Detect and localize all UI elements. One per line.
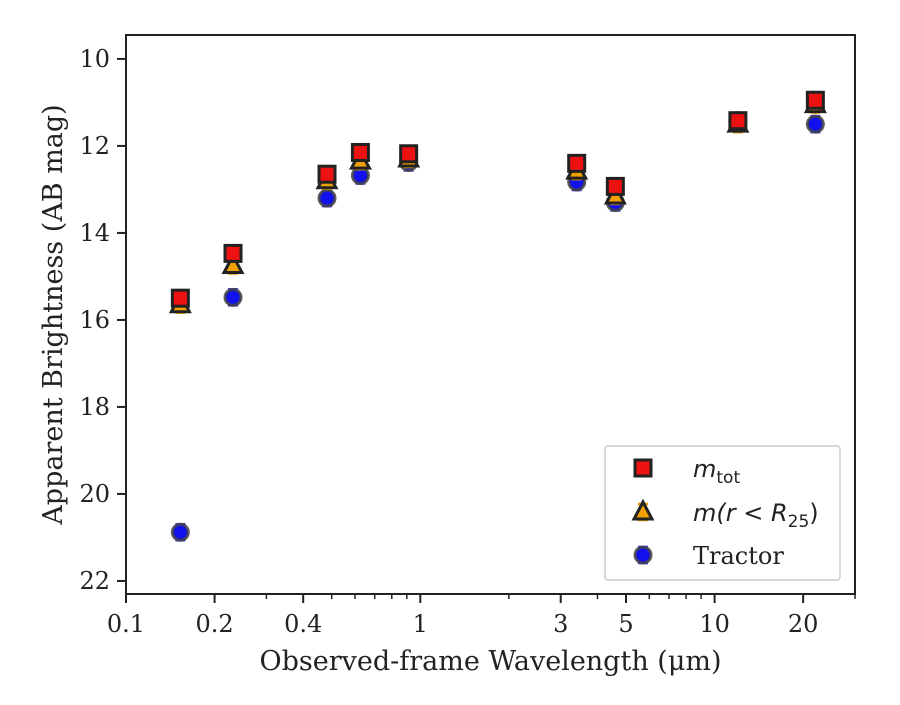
square-marker [223,243,243,263]
square-marker [805,90,825,110]
legend-label-main: Tractor [693,542,784,570]
y-tick-label: 10 [79,45,110,73]
legend-box [604,445,841,581]
legend-entry: mtot [633,455,740,488]
series-square [170,90,825,308]
data-point [170,522,190,542]
legend-marker [631,498,655,522]
circle-marker [223,287,243,307]
legend-entry: m(r < R25) [631,498,819,532]
square-marker [633,458,653,478]
x-tick-label: 1 [413,610,428,638]
square-marker [728,111,748,131]
legend-marker [633,545,653,565]
legend-label-end: ) [809,499,818,527]
series-triangle [168,91,827,314]
data-point [223,243,243,263]
y-tick-label: 14 [79,219,110,247]
y-tick-label: 16 [79,306,110,334]
y-axis-title: Apparent Brightness (AB mag) [38,104,69,525]
legend-marker [633,458,653,478]
legend-label-subscript: tot [716,468,740,488]
circle-marker [170,522,190,542]
data-point [605,176,625,196]
square-marker [350,142,370,162]
square-marker [170,288,190,308]
y-tick-label: 12 [79,132,110,160]
square-marker [605,176,625,196]
axis-ticks-layer: 0.1 0.2 0.4 1 3 5 10 20 10 12 14 16 18 20 22 [79,45,856,638]
data-point [317,188,337,208]
x-tick-label: 10 [699,610,730,638]
legend-label-main: m [693,455,716,483]
circle-marker [317,188,337,208]
x-tick-label: 0.2 [196,610,234,638]
triangle-marker [221,252,245,275]
data-point [170,288,190,308]
x-tick-label: 3 [553,610,568,638]
circle-marker [805,114,825,134]
legend-label: mtot [693,455,740,488]
legend-entry: Tractor [633,542,784,570]
legend-label: m(r < R25) [693,499,819,532]
x-tick-label: 5 [618,610,633,638]
x-tick-label: 0.4 [284,610,322,638]
triangle-marker [631,498,655,521]
y-tick-label: 20 [79,480,110,508]
x-tick-label: 0.1 [107,610,145,638]
square-marker [399,144,419,164]
data-point [223,287,243,307]
data-point [805,90,825,110]
circle-marker [633,545,653,565]
data-point [728,111,748,131]
data-point [317,164,337,184]
x-axis-title: Observed-frame Wavelength (μm) [259,646,721,677]
legend-label-subscript: 25 [788,512,810,532]
y-tick-label: 18 [79,393,110,421]
y-tick-label: 22 [79,567,110,595]
legend-label-main: m(r < R [693,499,788,527]
legend: mtot m(r < R25) Tractor [604,445,841,581]
data-point [399,144,419,164]
plot-frame [125,34,856,595]
data-point [567,153,587,173]
x-tick-label: 20 [788,610,819,638]
data-marks-layer [168,90,827,542]
square-marker [567,153,587,173]
data-point [805,114,825,134]
data-point [350,142,370,162]
square-marker [317,164,337,184]
legend-label: Tractor [693,542,784,570]
